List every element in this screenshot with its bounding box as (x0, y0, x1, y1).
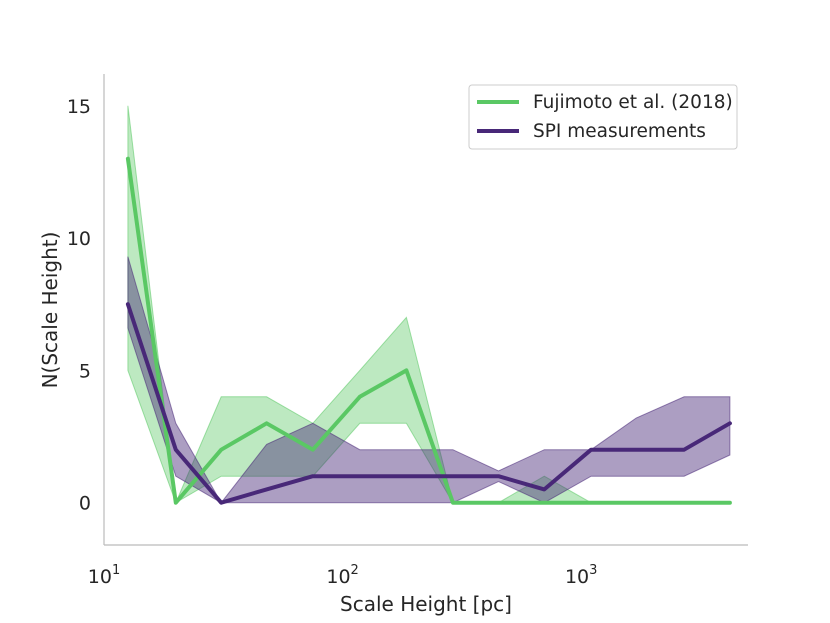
legend-box (468, 84, 738, 150)
x-tick-label: 101 (88, 563, 120, 588)
y-tick-label: 5 (79, 360, 91, 382)
legend: Fujimoto et al. (2018) SPI measurements (468, 84, 738, 150)
series-line-1 (125, 302, 732, 505)
legend-label-fujimoto: Fujimoto et al. (2018) (533, 92, 733, 113)
y-tick-label: 15 (67, 96, 91, 118)
error-band-series-1 (127, 256, 731, 504)
legend-label-spi: SPI measurements (533, 121, 706, 142)
y-tick-label: 10 (67, 228, 91, 250)
y-axis-label: N(Scale Height) (38, 232, 62, 389)
x-tick-label: 102 (326, 563, 358, 588)
y-tick-label: 0 (79, 493, 91, 515)
x-tick-label: 103 (565, 563, 597, 588)
series-line-0 (125, 156, 732, 505)
x-axis-label: Scale Height [pc] (340, 592, 512, 616)
